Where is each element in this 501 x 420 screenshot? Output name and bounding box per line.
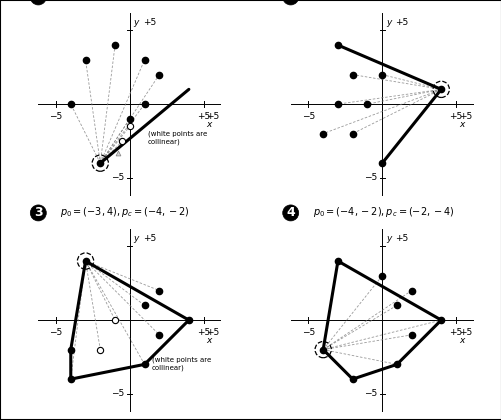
Text: −5: −5 (363, 389, 376, 399)
Text: +5: +5 (206, 112, 219, 121)
Text: +5: +5 (448, 328, 462, 337)
Text: $p_0 = (-4, -2), p_c = (-2, -4)$: $p_0 = (-4, -2), p_c = (-2, -4)$ (312, 205, 453, 219)
Text: −5: −5 (301, 328, 315, 337)
Text: −5: −5 (49, 328, 63, 337)
Text: −5: −5 (111, 389, 124, 399)
Text: y: y (385, 18, 390, 27)
Text: +5: +5 (458, 112, 471, 121)
Text: y: y (133, 18, 139, 27)
Text: +5: +5 (196, 112, 210, 121)
Text: 2: 2 (286, 0, 295, 3)
Text: x: x (458, 121, 463, 129)
Text: +5: +5 (196, 328, 210, 337)
Text: +5: +5 (458, 328, 471, 337)
Text: (white points are
collinear): (white points are collinear) (152, 357, 211, 371)
Text: 1: 1 (34, 0, 43, 3)
Text: −5: −5 (301, 112, 315, 121)
Text: +5: +5 (395, 234, 408, 243)
Text: −5: −5 (111, 173, 124, 182)
Text: +5: +5 (206, 328, 219, 337)
Text: $p_0 = (-2, -4), p_c = (4, 1)$: $p_0 = (-2, -4), p_c = (4, 1)$ (60, 0, 181, 3)
Text: −5: −5 (363, 173, 376, 182)
Text: x: x (206, 336, 211, 345)
Text: $p_0 = (4, 1), p_c = (-3, 4)$: $p_0 = (4, 1), p_c = (-3, 4)$ (312, 0, 421, 3)
Text: +5: +5 (448, 112, 462, 121)
Text: +5: +5 (143, 18, 156, 27)
Text: x: x (458, 336, 463, 345)
Text: +5: +5 (143, 234, 156, 243)
Text: $p_0 = (-3, 4), p_c = (-4, -2)$: $p_0 = (-3, 4), p_c = (-4, -2)$ (60, 205, 189, 219)
Text: 3: 3 (34, 206, 43, 219)
Text: (white points are
collinear): (white points are collinear) (147, 131, 206, 144)
Text: y: y (133, 234, 139, 243)
Text: +5: +5 (395, 18, 408, 27)
Text: −5: −5 (49, 112, 63, 121)
Text: y: y (385, 234, 390, 243)
Text: x: x (206, 121, 211, 129)
Text: 4: 4 (286, 206, 295, 219)
